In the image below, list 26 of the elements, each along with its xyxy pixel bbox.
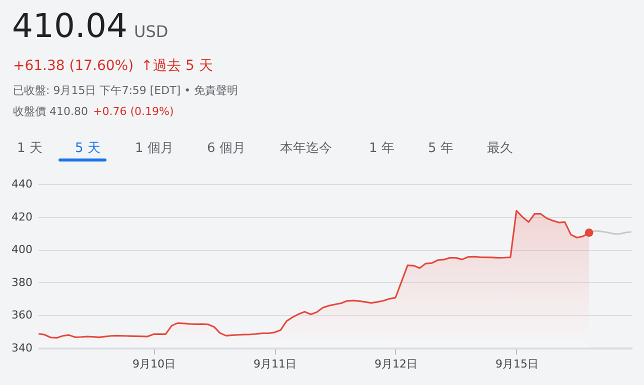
text: +0.76 (0.19%): [93, 105, 174, 118]
y-tick-label: 440: [12, 178, 32, 190]
text: +61.38 (17.60%): [13, 58, 134, 74]
x-tick-label: 9月15日: [495, 358, 538, 370]
y-tick-label: 420: [12, 210, 32, 224]
text: 1 年: [369, 141, 394, 156]
y-tick-label: 340: [12, 342, 32, 354]
chart-title: 410.04: [12, 6, 128, 45]
text: 過去 5 天: [153, 58, 213, 74]
text: 已收盤: 9月15日 下午7:59 [EDT] • 免責聲明: [13, 84, 238, 97]
y-tick-label: 360: [12, 308, 32, 322]
text: 5 天: [75, 141, 100, 156]
text: 1 天: [17, 141, 42, 156]
text: 本年迄今: [280, 141, 332, 156]
text: ↑: [141, 58, 153, 74]
text: 6 個月: [207, 141, 246, 156]
text: 1 個月: [135, 141, 174, 156]
x-tick-label: 9月12日: [374, 358, 418, 370]
x-tick-label: 9月11日: [254, 358, 297, 370]
text: 5 年: [428, 141, 454, 156]
y-tick-label: 380: [12, 276, 32, 289]
text: 收盤價 410.80: [13, 105, 88, 118]
x-tick-label: 9月10日: [132, 358, 176, 370]
text: USD: [134, 22, 168, 41]
text: 最久: [487, 141, 513, 156]
y-tick-label: 400: [12, 243, 32, 256]
